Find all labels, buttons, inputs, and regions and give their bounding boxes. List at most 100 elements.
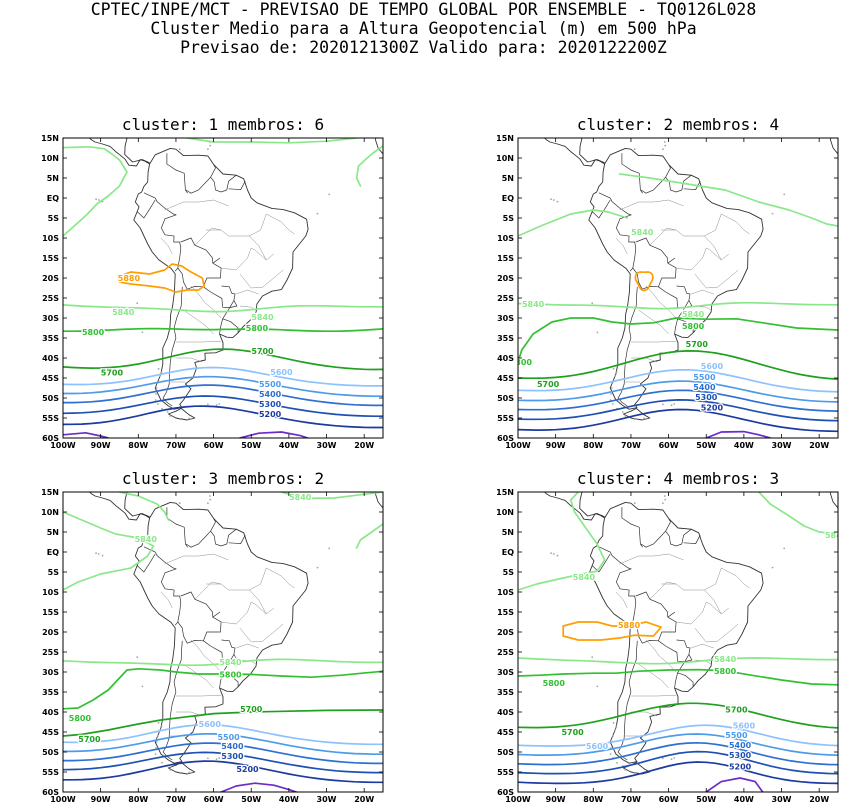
contour-label: 5600 — [270, 368, 293, 377]
country-border — [658, 285, 691, 308]
country-border — [226, 174, 237, 191]
country-border — [203, 285, 236, 308]
height-contour — [63, 760, 383, 784]
state-border — [638, 663, 669, 689]
lon-label: 40W — [734, 441, 754, 450]
contour-label: 5800 — [543, 679, 566, 688]
island — [209, 498, 212, 501]
lon-label: 50W — [241, 795, 261, 804]
country-border — [212, 257, 221, 264]
country-border — [591, 199, 611, 219]
lon-label: 60W — [659, 441, 679, 450]
contour-label: 800 — [515, 358, 532, 367]
lat-label: 15N — [496, 488, 514, 497]
island — [208, 136, 210, 138]
panel-2-title: cluster: 2 membros: 4 — [576, 115, 780, 134]
state-border — [190, 285, 222, 319]
island — [552, 199, 555, 201]
lat-label: EQ — [47, 194, 59, 203]
lon-label: 70W — [166, 441, 186, 450]
island — [328, 547, 331, 550]
country-border — [210, 530, 227, 547]
tierra-del-fuego — [622, 407, 651, 421]
lat-label: 40S — [497, 354, 514, 363]
island — [660, 483, 662, 485]
header-line-2: Cluster Medio para a Altura Geopotencial… — [150, 19, 697, 38]
contour-label: 5200 — [701, 404, 724, 413]
lon-label: 50W — [696, 795, 716, 804]
island — [168, 111, 170, 113]
island — [161, 407, 163, 410]
island — [771, 566, 774, 569]
africa-coastline — [375, 492, 383, 509]
contour-label: 5200 — [259, 410, 282, 419]
contour-label: 5700 — [251, 347, 274, 356]
island — [155, 747, 157, 749]
height-contour — [705, 777, 764, 792]
contour-label: 5800 — [82, 328, 105, 337]
height-contour — [63, 431, 110, 438]
state-border — [649, 581, 677, 600]
panel-3-map: 5840 5840 5840 5800 5800 5700 5700 5600 55005400… — [41, 483, 384, 804]
island — [97, 553, 100, 555]
island — [169, 769, 172, 771]
country-border — [136, 553, 156, 573]
island — [101, 554, 104, 557]
country-border — [674, 318, 694, 335]
panel-1-map: 5880 5840 5840 5800 5800 5700 5700 5600 55005400… — [41, 134, 384, 450]
lat-label: 30S — [497, 668, 514, 677]
contour-label: 5600 — [733, 722, 756, 731]
height-contour — [63, 723, 383, 746]
lat-label: 45S — [42, 728, 59, 737]
country-border — [632, 591, 677, 644]
island — [205, 483, 207, 485]
tierra-del-fuego — [167, 761, 196, 775]
lon-label: 90W — [546, 441, 566, 450]
country-border — [166, 153, 188, 194]
lat-label: 40S — [42, 354, 59, 363]
country-border — [681, 528, 692, 545]
country-border — [136, 199, 156, 219]
state-border — [704, 235, 722, 261]
island — [596, 685, 599, 688]
state-border — [661, 213, 722, 237]
island — [614, 375, 616, 377]
country-border — [162, 640, 183, 761]
island — [783, 193, 786, 196]
lat-label: 5N — [47, 174, 59, 183]
central-america-coastline — [543, 138, 605, 167]
lon-label: 40W — [279, 441, 299, 450]
map-frame — [62, 137, 384, 439]
island — [215, 758, 218, 761]
lon-label: 80W — [128, 795, 148, 804]
island — [178, 772, 181, 775]
state-border — [183, 663, 214, 689]
country-border — [658, 639, 691, 662]
contour-label: 5840 — [682, 310, 705, 319]
country-border — [674, 672, 694, 689]
island — [141, 685, 144, 688]
height-contour — [518, 380, 838, 403]
country-border — [212, 611, 221, 618]
height-contour — [518, 702, 838, 729]
map-layer: 5840584058405800800570057005600550054005… — [515, 138, 838, 438]
state-border — [175, 694, 222, 697]
height-contour — [518, 209, 629, 237]
island — [218, 403, 221, 405]
central-america-coastline — [124, 492, 150, 518]
island — [157, 403, 159, 405]
state-border — [645, 285, 677, 319]
panel-4-map: 5840584058805840580058005700570056005600… — [496, 483, 839, 804]
lat-label: EQ — [47, 548, 59, 557]
island — [670, 758, 673, 761]
lat-label: 40S — [497, 708, 514, 717]
height-contour — [63, 304, 383, 313]
country-border — [228, 535, 246, 544]
island — [95, 198, 97, 201]
island — [633, 502, 636, 505]
country-border — [598, 546, 632, 570]
state-border — [249, 589, 267, 615]
island — [591, 302, 594, 305]
island — [207, 148, 209, 151]
contour-label: 5300 — [729, 751, 752, 760]
